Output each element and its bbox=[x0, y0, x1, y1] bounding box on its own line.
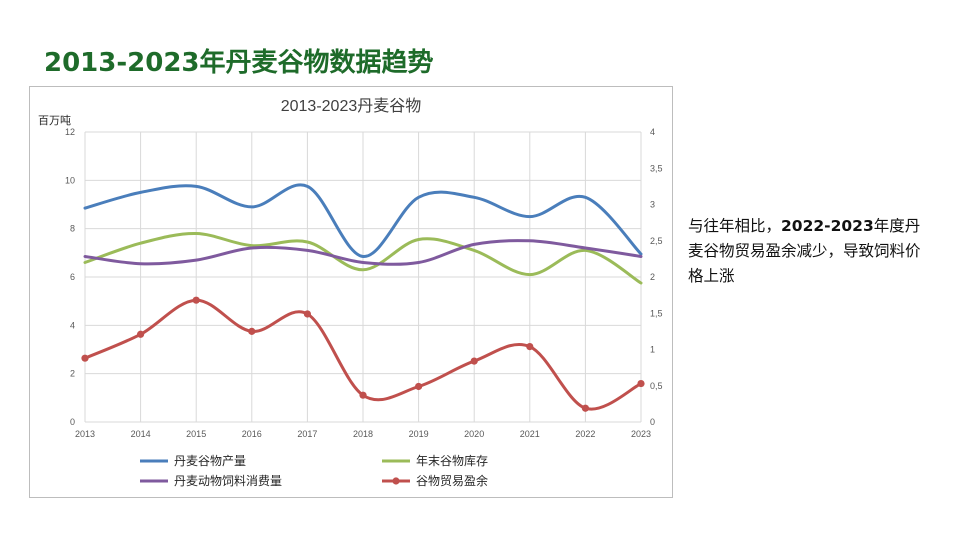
y-right-tick-label: 0,5 bbox=[650, 381, 663, 391]
series-point-4 bbox=[248, 327, 256, 335]
series-line-1 bbox=[83, 183, 643, 258]
y-right-tick-label: 4 bbox=[650, 127, 655, 137]
y-left-tick-label: 8 bbox=[70, 224, 75, 234]
x-tick-label: 2016 bbox=[242, 429, 262, 439]
legend-label: 丹麦动物饲料消费量 bbox=[174, 474, 282, 488]
y-left-tick-label: 0 bbox=[70, 417, 75, 427]
x-tick-label: 2014 bbox=[131, 429, 151, 439]
side-note-prefix: 与往年相比， bbox=[688, 217, 782, 235]
side-note-bold: 2022-2023 bbox=[781, 217, 874, 235]
y-right-tick-label: 3 bbox=[650, 200, 655, 210]
y-left-tick-label: 4 bbox=[70, 320, 75, 330]
side-note: 与往年相比，2022-2023年度丹麦谷物贸易盈余减少，导致饲料价格上涨 bbox=[688, 214, 933, 289]
series-point-4 bbox=[415, 382, 423, 391]
y-right-tick-label: 0 bbox=[650, 417, 655, 427]
series-point-4 bbox=[81, 354, 89, 362]
series-point-4 bbox=[192, 296, 200, 304]
legend-label: 谷物贸易盈余 bbox=[416, 473, 488, 488]
series-point-4 bbox=[137, 330, 145, 338]
y-right-tick-label: 1 bbox=[650, 345, 655, 355]
y-left-tick-label: 10 bbox=[65, 175, 75, 185]
x-tick-label: 2023 bbox=[631, 429, 651, 439]
series-point-4 bbox=[303, 310, 311, 318]
chart-frame: 0 2 4 6 8 10 12 2013 2014 2015 2016 2017 2018 2019 202… bbox=[29, 86, 673, 498]
chart-title: 2013-2023丹麦谷物 bbox=[281, 97, 422, 115]
x-tick-label: 2020 bbox=[464, 429, 484, 439]
x-tick-label: 2018 bbox=[353, 429, 373, 439]
x-tick-label: 2019 bbox=[409, 429, 429, 439]
series-point-4 bbox=[637, 379, 645, 388]
y-right-tick-label: 1,5 bbox=[650, 308, 663, 318]
x-tick-label: 2021 bbox=[520, 429, 540, 439]
series-line-3 bbox=[83, 239, 643, 266]
series-point-4 bbox=[581, 404, 590, 412]
y-right-tick-label: 2,5 bbox=[650, 236, 663, 246]
x-tick-label: 2015 bbox=[186, 429, 206, 439]
y-right-tick-label: 3,5 bbox=[650, 163, 663, 173]
y-right-tick-label: 2 bbox=[650, 272, 655, 282]
x-tick-label: 2013 bbox=[75, 429, 95, 439]
legend-label: 丹麦谷物产量 bbox=[174, 454, 246, 468]
x-tick-label: 2017 bbox=[297, 429, 317, 439]
y-left-tick-label: 12 bbox=[65, 127, 75, 137]
series-point-4 bbox=[359, 391, 367, 399]
y-left-tick-label: 6 bbox=[70, 272, 75, 282]
x-tick-label: 2022 bbox=[575, 429, 595, 439]
side-note-suffix: 年度丹麦谷物贸易盈余减少，导致饲料价格上涨 bbox=[688, 217, 921, 285]
series-point-4 bbox=[470, 357, 478, 365]
series-line-2 bbox=[83, 231, 643, 285]
slide-title: 2013-2023年丹麦谷物数据趋势 bbox=[44, 48, 434, 78]
y-axis-unit-label: 百万吨 bbox=[38, 114, 71, 127]
legend-label: 年末谷物库存 bbox=[416, 453, 488, 468]
series-point-4 bbox=[526, 343, 534, 351]
legend-marker bbox=[392, 477, 400, 485]
y-left-tick-label: 2 bbox=[70, 369, 75, 379]
